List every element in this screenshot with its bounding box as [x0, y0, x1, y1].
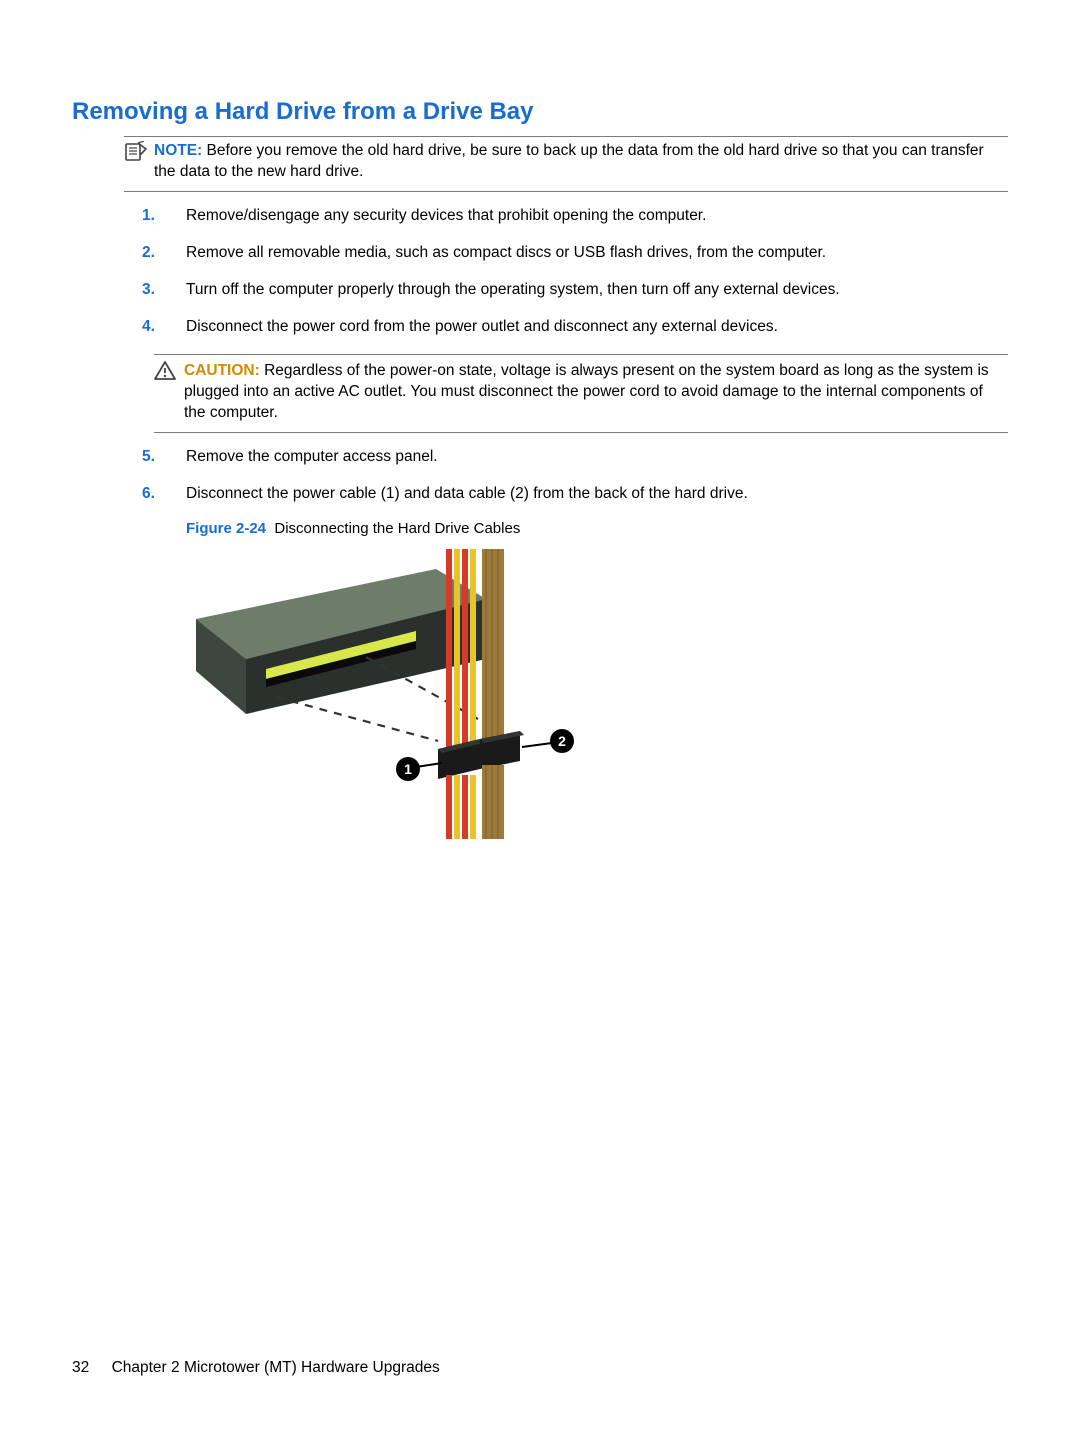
- page-number: 32: [72, 1359, 89, 1376]
- caution-icon: [154, 361, 176, 381]
- step-text: Disconnect the power cable (1) and data …: [186, 485, 748, 502]
- step-text: Turn off the computer properly through t…: [186, 281, 840, 298]
- caution-label: CAUTION:: [184, 362, 260, 379]
- step-number: 1.: [142, 206, 155, 227]
- section-heading: Removing a Hard Drive from a Drive Bay: [72, 96, 1008, 128]
- step-item: 1. Remove/disengage any security devices…: [142, 206, 1008, 227]
- page-footer: 32 Chapter 2 Microtower (MT) Hardware Up…: [72, 1358, 440, 1379]
- step-number: 3.: [142, 280, 155, 301]
- steps-list: 1. Remove/disengage any security devices…: [142, 206, 1008, 338]
- note-label: NOTE:: [154, 142, 202, 159]
- chapter-title: Chapter 2 Microtower (MT) Hardware Upgra…: [112, 1359, 440, 1376]
- step-item: 6. Disconnect the power cable (1) and da…: [142, 484, 1008, 839]
- step-text: Remove/disengage any security devices th…: [186, 207, 706, 224]
- note-block: NOTE: Before you remove the old hard dri…: [124, 136, 1008, 192]
- step-item: 3. Turn off the computer properly throug…: [142, 280, 1008, 301]
- figure-caption-text: Disconnecting the Hard Drive Cables: [274, 520, 520, 537]
- step-text: Remove the computer access panel.: [186, 448, 438, 465]
- figure-label: Figure 2-24: [186, 520, 266, 537]
- step-number: 5.: [142, 447, 155, 468]
- callout-2-label: 2: [558, 733, 566, 749]
- figure-caption: Figure 2-24 Disconnecting the Hard Drive…: [186, 519, 1008, 539]
- caution-text: Regardless of the power-on state, voltag…: [184, 362, 989, 421]
- step-text: Remove all removable media, such as comp…: [186, 244, 826, 261]
- note-icon: [124, 141, 148, 163]
- step-item: 5. Remove the computer access panel.: [142, 447, 1008, 468]
- callout-1-label: 1: [404, 761, 412, 777]
- step-text: Disconnect the power cord from the power…: [186, 318, 778, 335]
- steps-list-cont: 5. Remove the computer access panel. 6. …: [142, 447, 1008, 839]
- caution-block: CAUTION: Regardless of the power-on stat…: [154, 354, 1008, 433]
- step-number: 2.: [142, 243, 155, 264]
- figure-illustration: 1 2: [186, 549, 606, 839]
- note-text: Before you remove the old hard drive, be…: [154, 142, 984, 180]
- step-number: 6.: [142, 484, 155, 505]
- step-item: 2. Remove all removable media, such as c…: [142, 243, 1008, 264]
- step-number: 4.: [142, 317, 155, 338]
- step-item: 4. Disconnect the power cord from the po…: [142, 317, 1008, 338]
